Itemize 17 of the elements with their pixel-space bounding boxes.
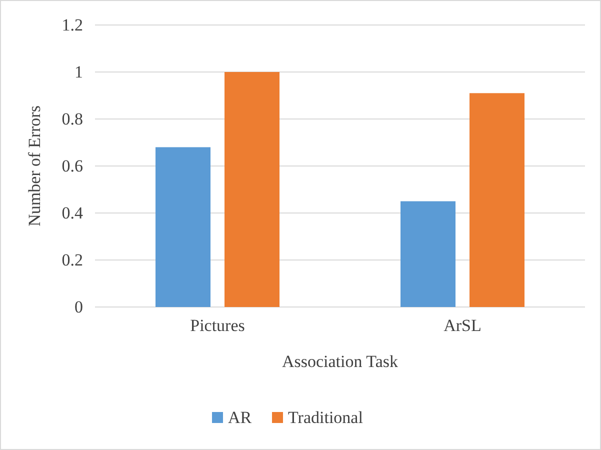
y-tick-label: 0.2 [62, 250, 83, 270]
legend-label: AR [228, 408, 252, 427]
bar [400, 201, 456, 307]
y-tick-label: 0.8 [62, 109, 83, 128]
bar [224, 72, 280, 307]
legend-label: Traditional [288, 408, 364, 427]
x-tick-label: Pictures [190, 316, 245, 336]
y-tick-label: 1 [74, 62, 83, 82]
y-tick-label: 1.2 [62, 15, 83, 34]
y-tick-label: 0.6 [62, 156, 83, 176]
y-tick-label: 0.4 [62, 203, 84, 222]
x-axis-title: Association Task [282, 352, 399, 371]
bar [156, 147, 210, 307]
y-axis-title: Number of Errors [25, 106, 44, 226]
y-tick-label: 0 [74, 297, 83, 316]
x-tick-label: ArSL [444, 316, 482, 336]
bar [470, 93, 524, 307]
